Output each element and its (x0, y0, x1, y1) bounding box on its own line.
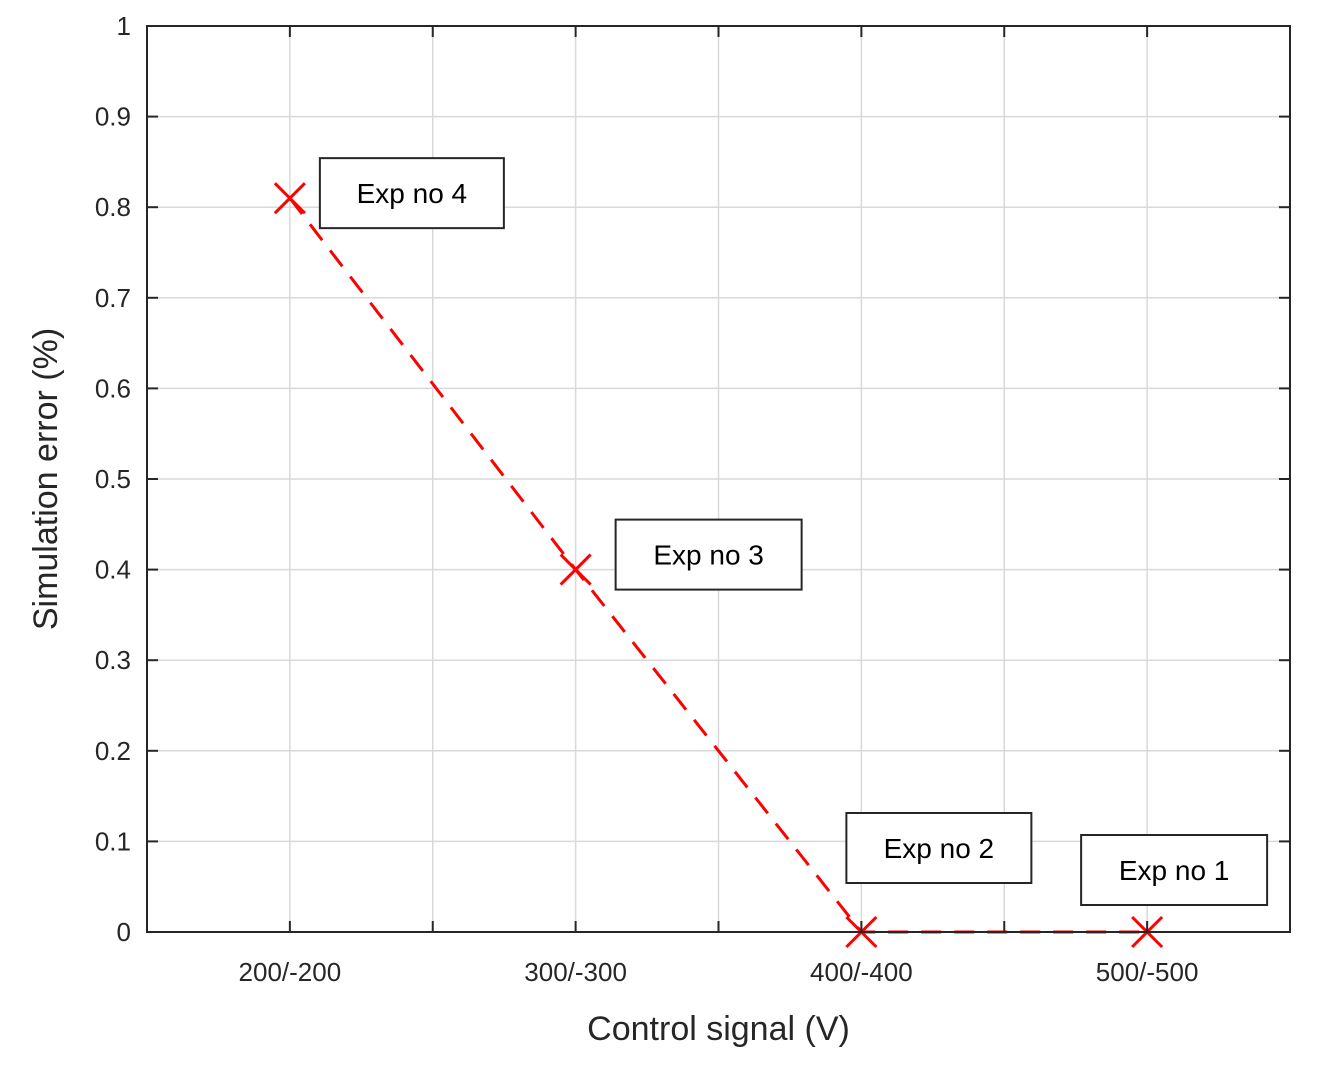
y-tick-label: 0.6 (95, 373, 131, 403)
y-tick-label: 0 (117, 917, 131, 947)
annotation-box (1080, 834, 1269, 906)
annotations: Exp no 4 Exp no 3 Exp no 2 Exp no 1 (318, 157, 1269, 906)
x-tick-label: 500/-500 (1096, 957, 1199, 987)
y-tick-label: 0.2 (95, 736, 131, 766)
x-tick-label: 300/-300 (524, 957, 627, 987)
annotation-label: Exp no 3 (653, 540, 764, 571)
x-tick-label: 400/-400 (810, 957, 913, 987)
annotation: Exp no 1 (1080, 834, 1269, 906)
annotation-label: Exp no 1 (1119, 855, 1230, 886)
annotation-label: Exp no 2 (884, 833, 995, 864)
annotation: Exp no 4 (318, 157, 505, 230)
annotation-box (845, 812, 1033, 884)
y-tick-label: 1 (117, 11, 131, 41)
y-tick-label: 0.1 (95, 826, 131, 856)
annotation: Exp no 3 (614, 518, 803, 591)
y-tick-label: 0.5 (95, 464, 131, 494)
data-point-marker (273, 182, 306, 215)
y-tick-label: 0.8 (95, 192, 131, 222)
data-point-marker (559, 553, 592, 586)
x-axis-title: Control signal (V) (587, 1010, 850, 1048)
ticks: 200/-200 300/-300 400/-400 500/-500 0 0.1 0.2 0… (95, 11, 1290, 987)
grid (147, 26, 1290, 932)
y-tick-label: 0.4 (95, 555, 131, 585)
annotation: Exp no 2 (845, 812, 1033, 884)
annotation-label: Exp no 4 (357, 178, 468, 209)
annotation-box (614, 518, 803, 591)
y-tick-label: 0.3 (95, 645, 131, 675)
annotation-box (318, 157, 505, 230)
y-tick-label: 0.9 (95, 102, 131, 132)
x-tick-label: 200/-200 (239, 957, 342, 987)
y-tick-label: 0.7 (95, 283, 131, 313)
y-axis-title: Simulation error (%) (27, 328, 65, 630)
